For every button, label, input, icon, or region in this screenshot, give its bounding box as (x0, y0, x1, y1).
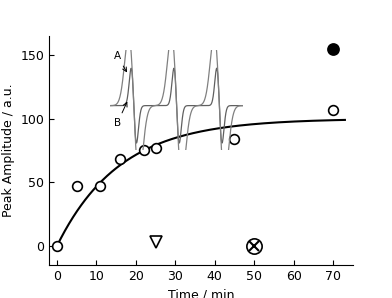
X-axis label: Time / min: Time / min (168, 289, 234, 298)
Text: B: B (114, 103, 127, 128)
Text: A: A (114, 51, 127, 72)
Y-axis label: Peak Amplitude / a.u.: Peak Amplitude / a.u. (2, 84, 15, 217)
